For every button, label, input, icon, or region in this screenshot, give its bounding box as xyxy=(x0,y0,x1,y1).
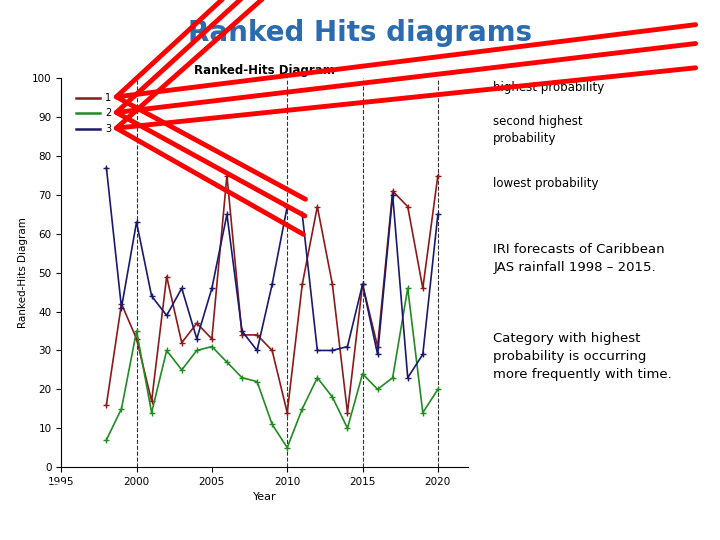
Text: 2: 2 xyxy=(105,109,111,118)
Text: 3: 3 xyxy=(105,124,111,134)
Text: 7: 7 xyxy=(118,501,127,514)
Text: for Climate and Society: for Climate and Society xyxy=(590,508,689,517)
Text: Category with highest
probability is occurring
more frequently with time.: Category with highest probability is occ… xyxy=(493,332,672,381)
Text: IRI: IRI xyxy=(36,502,58,516)
Text: International Research Institute: International Research Institute xyxy=(590,493,720,502)
Text: 2019 Nov 25-26: 2019 Nov 25-26 xyxy=(324,514,396,523)
Text: Seasonal Forecast Training Workshop: Seasonal Forecast Training Workshop xyxy=(276,495,444,504)
X-axis label: Year: Year xyxy=(253,492,276,502)
Title: Ranked-Hits Diagram: Ranked-Hits Diagram xyxy=(194,64,335,77)
Text: lowest probability: lowest probability xyxy=(493,177,599,190)
Text: second highest
probability: second highest probability xyxy=(493,114,582,145)
Text: Ranked Hits diagrams: Ranked Hits diagrams xyxy=(188,19,532,47)
Text: 1: 1 xyxy=(105,93,111,103)
Text: EARTH INSTITUTE, COLUMBIA UNIVERSITY: EARTH INSTITUTE, COLUMBIA UNIVERSITY xyxy=(590,524,720,529)
Text: highest probability: highest probability xyxy=(493,81,605,94)
Text: IRI forecasts of Caribbean
JAS rainfall 1998 – 2015.: IRI forecasts of Caribbean JAS rainfall … xyxy=(493,243,665,274)
Y-axis label: Ranked-Hits Diagram: Ranked-Hits Diagram xyxy=(18,217,27,328)
